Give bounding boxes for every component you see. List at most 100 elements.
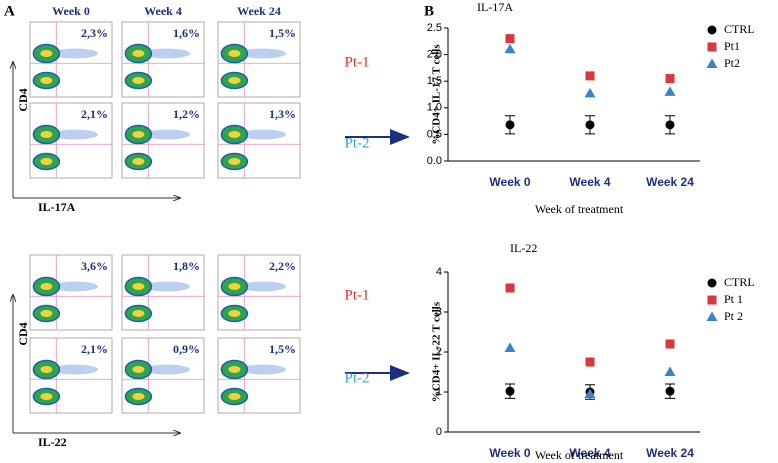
data-point — [664, 86, 676, 96]
legend-label: Pt2 — [724, 56, 740, 70]
data-point — [505, 120, 515, 130]
y-tick-label: 4 — [436, 266, 442, 278]
y-tick-label: 2.5 — [427, 22, 442, 34]
cell-tail — [144, 48, 191, 59]
chart-title: IL-17A — [477, 0, 513, 14]
axis-label: CD4 — [16, 88, 30, 111]
cell-core — [228, 310, 241, 317]
legend-marker — [706, 58, 718, 68]
legend-label: Pt 2 — [724, 309, 743, 323]
x-tick-label: Week 24 — [646, 446, 694, 460]
week-label: Week 0 — [52, 4, 90, 18]
legend-marker — [707, 278, 717, 288]
cell-core — [228, 50, 241, 57]
y-tick-label: 3 — [436, 306, 442, 318]
cell-core — [40, 310, 53, 317]
legend-marker — [706, 311, 718, 321]
percent-label: 1,2% — [173, 107, 200, 121]
x-tick-label: Week 24 — [646, 175, 694, 189]
legend-label: CTRL — [724, 22, 755, 36]
legend-label: Pt 1 — [724, 292, 743, 306]
axis-label: IL-17A — [38, 200, 76, 214]
x-axis-label: Week of treatment — [535, 448, 624, 462]
cell-core — [132, 310, 145, 317]
cell-core — [132, 131, 145, 138]
cell-tail — [240, 129, 287, 140]
y-tick-label: 2 — [436, 346, 442, 358]
percent-label: 2,1% — [81, 107, 108, 121]
cell-tail — [144, 129, 191, 140]
patient-label: Pt-2 — [344, 371, 369, 387]
patient-label: Pt-2 — [344, 136, 369, 152]
cell-core — [40, 158, 53, 165]
y-tick-label: 1.0 — [427, 102, 442, 114]
data-point — [504, 43, 516, 54]
y-axis-label: %CD4+ IL-17 T cells — [431, 44, 443, 145]
data-point — [665, 386, 675, 396]
legend-marker — [707, 295, 717, 305]
x-tick-label: Week 4 — [569, 175, 610, 189]
x-tick-label: Week 0 — [489, 175, 530, 189]
cell-tail — [240, 364, 287, 375]
chart-title: IL-22 — [510, 241, 537, 255]
cell-core — [228, 393, 241, 400]
percent-label: 1,5% — [269, 26, 296, 40]
percent-label: 2,1% — [81, 342, 108, 356]
cell-core — [132, 393, 145, 400]
percent-label: 0,9% — [173, 342, 200, 356]
legend-marker — [707, 25, 717, 35]
y-tick-label: 1 — [436, 386, 442, 398]
cell-core — [132, 283, 145, 290]
axis-label: IL-22 — [38, 435, 67, 449]
cell-tail — [52, 364, 99, 375]
data-point — [505, 34, 515, 44]
percent-label: 2,2% — [269, 259, 296, 273]
y-tick-label: 0.5 — [427, 128, 442, 140]
data-point — [584, 388, 596, 398]
data-point — [585, 120, 595, 130]
x-tick-label: Week 4 — [569, 446, 610, 460]
data-point — [584, 87, 596, 98]
data-point — [504, 342, 516, 352]
percent-label: 3,6% — [81, 259, 108, 273]
cell-core — [132, 77, 145, 84]
x-tick-label: Week 0 — [489, 446, 530, 460]
cell-core — [132, 50, 145, 57]
data-point — [505, 283, 515, 293]
cell-core — [228, 366, 241, 373]
data-point — [585, 71, 595, 81]
legend-marker — [707, 42, 717, 52]
axis-label: CD4 — [16, 322, 30, 345]
cell-core — [40, 393, 53, 400]
legend-label: CTRL — [724, 275, 755, 289]
cell-core — [40, 283, 53, 290]
week-label: Week 24 — [237, 4, 281, 18]
cell-tail — [240, 48, 287, 59]
y-tick-label: 1.5 — [427, 75, 442, 87]
data-point — [665, 339, 675, 349]
cell-core — [40, 50, 53, 57]
cell-tail — [144, 364, 191, 375]
cell-tail — [240, 281, 287, 292]
panel-label: B — [424, 3, 434, 19]
percent-label: 1,6% — [173, 26, 200, 40]
y-tick-label: 0.0 — [427, 155, 442, 167]
cell-core — [40, 131, 53, 138]
percent-label: 1,8% — [173, 259, 200, 273]
cell-core — [40, 366, 53, 373]
y-tick-label: 0 — [436, 426, 442, 438]
legend-label: Pt1 — [724, 39, 740, 53]
cell-core — [228, 77, 241, 84]
cell-core — [132, 158, 145, 165]
cell-core — [228, 283, 241, 290]
panel-label: A — [4, 3, 15, 19]
percent-label: 2,3% — [81, 26, 108, 40]
patient-label: Pt-1 — [344, 288, 369, 304]
data-point — [665, 74, 675, 84]
data-point — [585, 357, 595, 367]
cell-core — [40, 77, 53, 84]
cell-tail — [52, 129, 99, 140]
patient-label: Pt-1 — [344, 55, 369, 71]
y-tick-label: 2.0 — [427, 49, 442, 61]
